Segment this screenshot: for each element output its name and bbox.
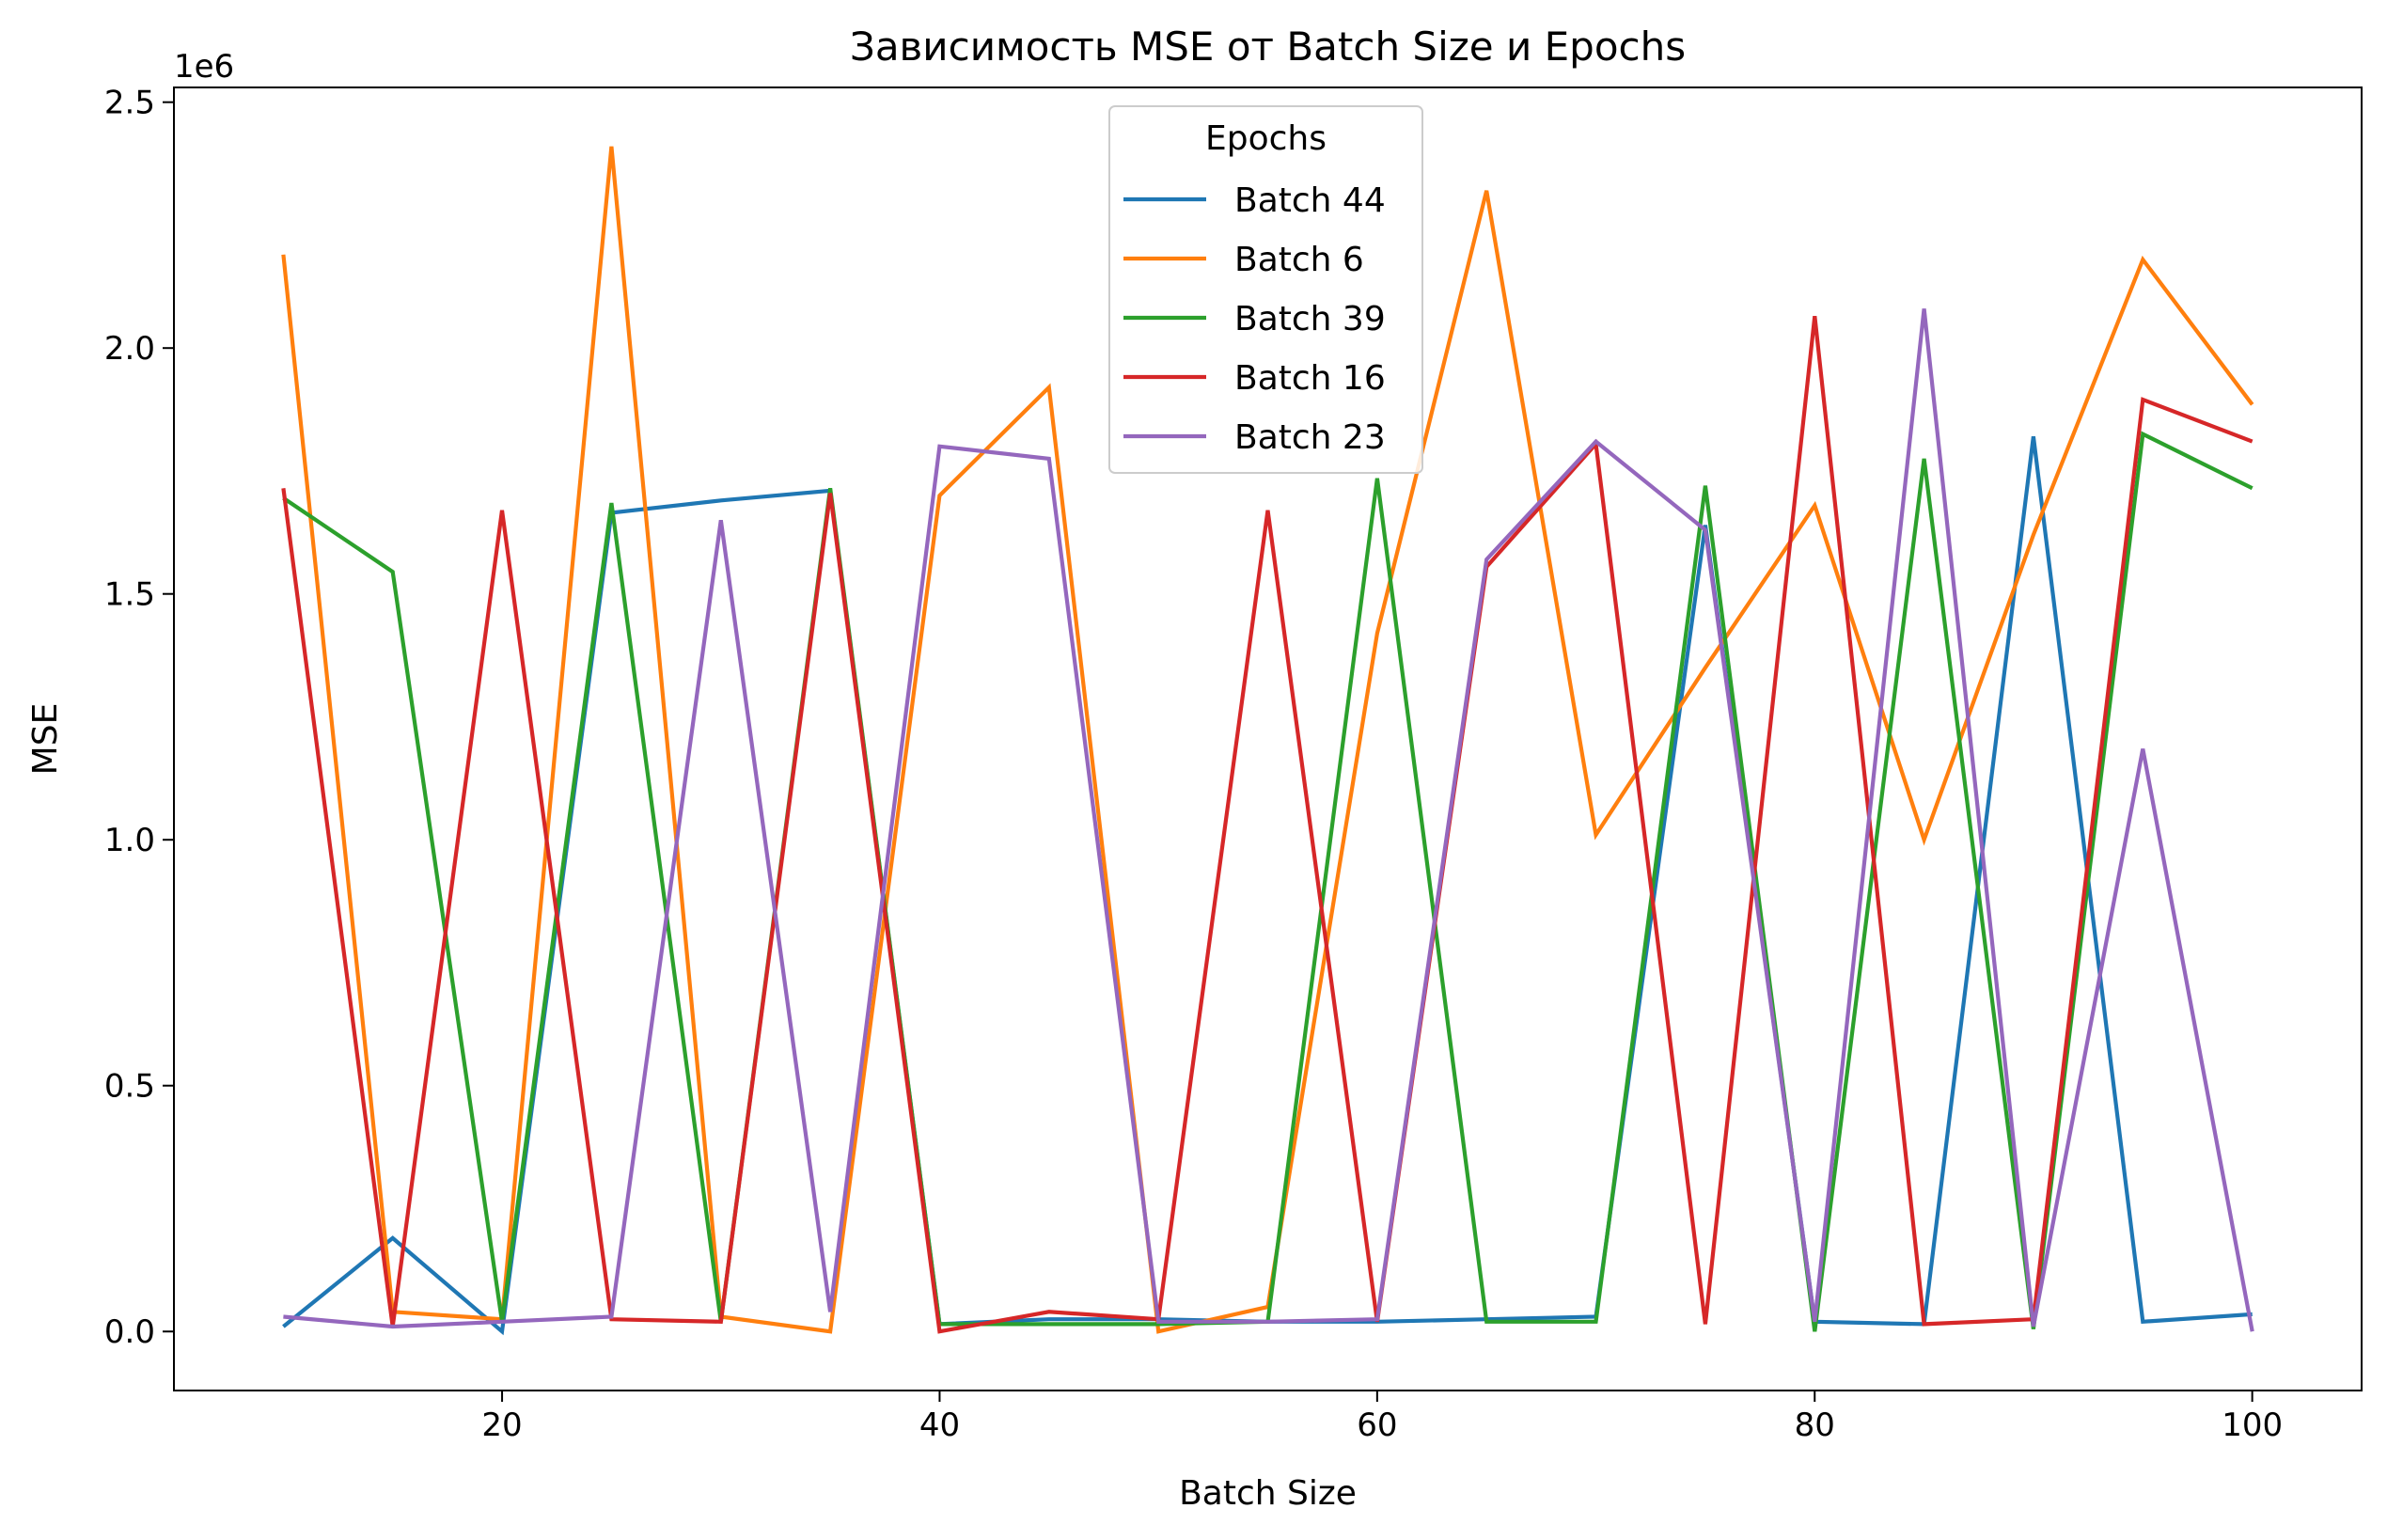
legend-label: Batch 39 xyxy=(1234,300,1386,338)
legend-label: Batch 23 xyxy=(1234,418,1386,457)
x-axis: 20 40 60 80 100 xyxy=(481,1391,2283,1444)
series-line-4 xyxy=(281,315,2254,1334)
y-axis: 0.0 0.5 1.0 1.5 2.0 2.5 xyxy=(104,85,174,1351)
y-tick-label: 1.0 xyxy=(104,822,155,859)
x-tick-label: 100 xyxy=(2222,1406,2283,1444)
x-tick-label: 20 xyxy=(481,1406,522,1444)
plot-frame xyxy=(173,86,2363,1391)
y-tick-label: 2.5 xyxy=(104,85,155,122)
x-tick-label: 80 xyxy=(1795,1406,1835,1444)
x-tick-label: 60 xyxy=(1357,1406,1397,1444)
x-tick-label: 40 xyxy=(919,1406,960,1444)
y-tick-label: 1.5 xyxy=(104,576,155,614)
legend-label: Batch 16 xyxy=(1234,359,1386,398)
legend-label: Batch 44 xyxy=(1234,181,1386,220)
series-layer xyxy=(281,146,2254,1336)
y-axis-label: MSE xyxy=(26,703,65,776)
legend-title: Epochs xyxy=(1205,119,1327,158)
legend-entries: Batch 44 Batch 6 Batch 39 Batch 16 Batch 23 xyxy=(1123,181,1386,457)
y-tick-label: 2.0 xyxy=(104,330,155,368)
y-tick-label: 0.5 xyxy=(104,1068,155,1106)
y-tick-label: 0.0 xyxy=(104,1313,155,1351)
series-line-5 xyxy=(283,308,2254,1332)
y-offset-label: 1e6 xyxy=(174,48,234,86)
x-axis-label: Batch Size xyxy=(1179,1474,1357,1513)
legend-label: Batch 6 xyxy=(1234,241,1364,279)
chart-title: Зависимость MSE от Batch Size и Epochs xyxy=(850,24,1686,70)
